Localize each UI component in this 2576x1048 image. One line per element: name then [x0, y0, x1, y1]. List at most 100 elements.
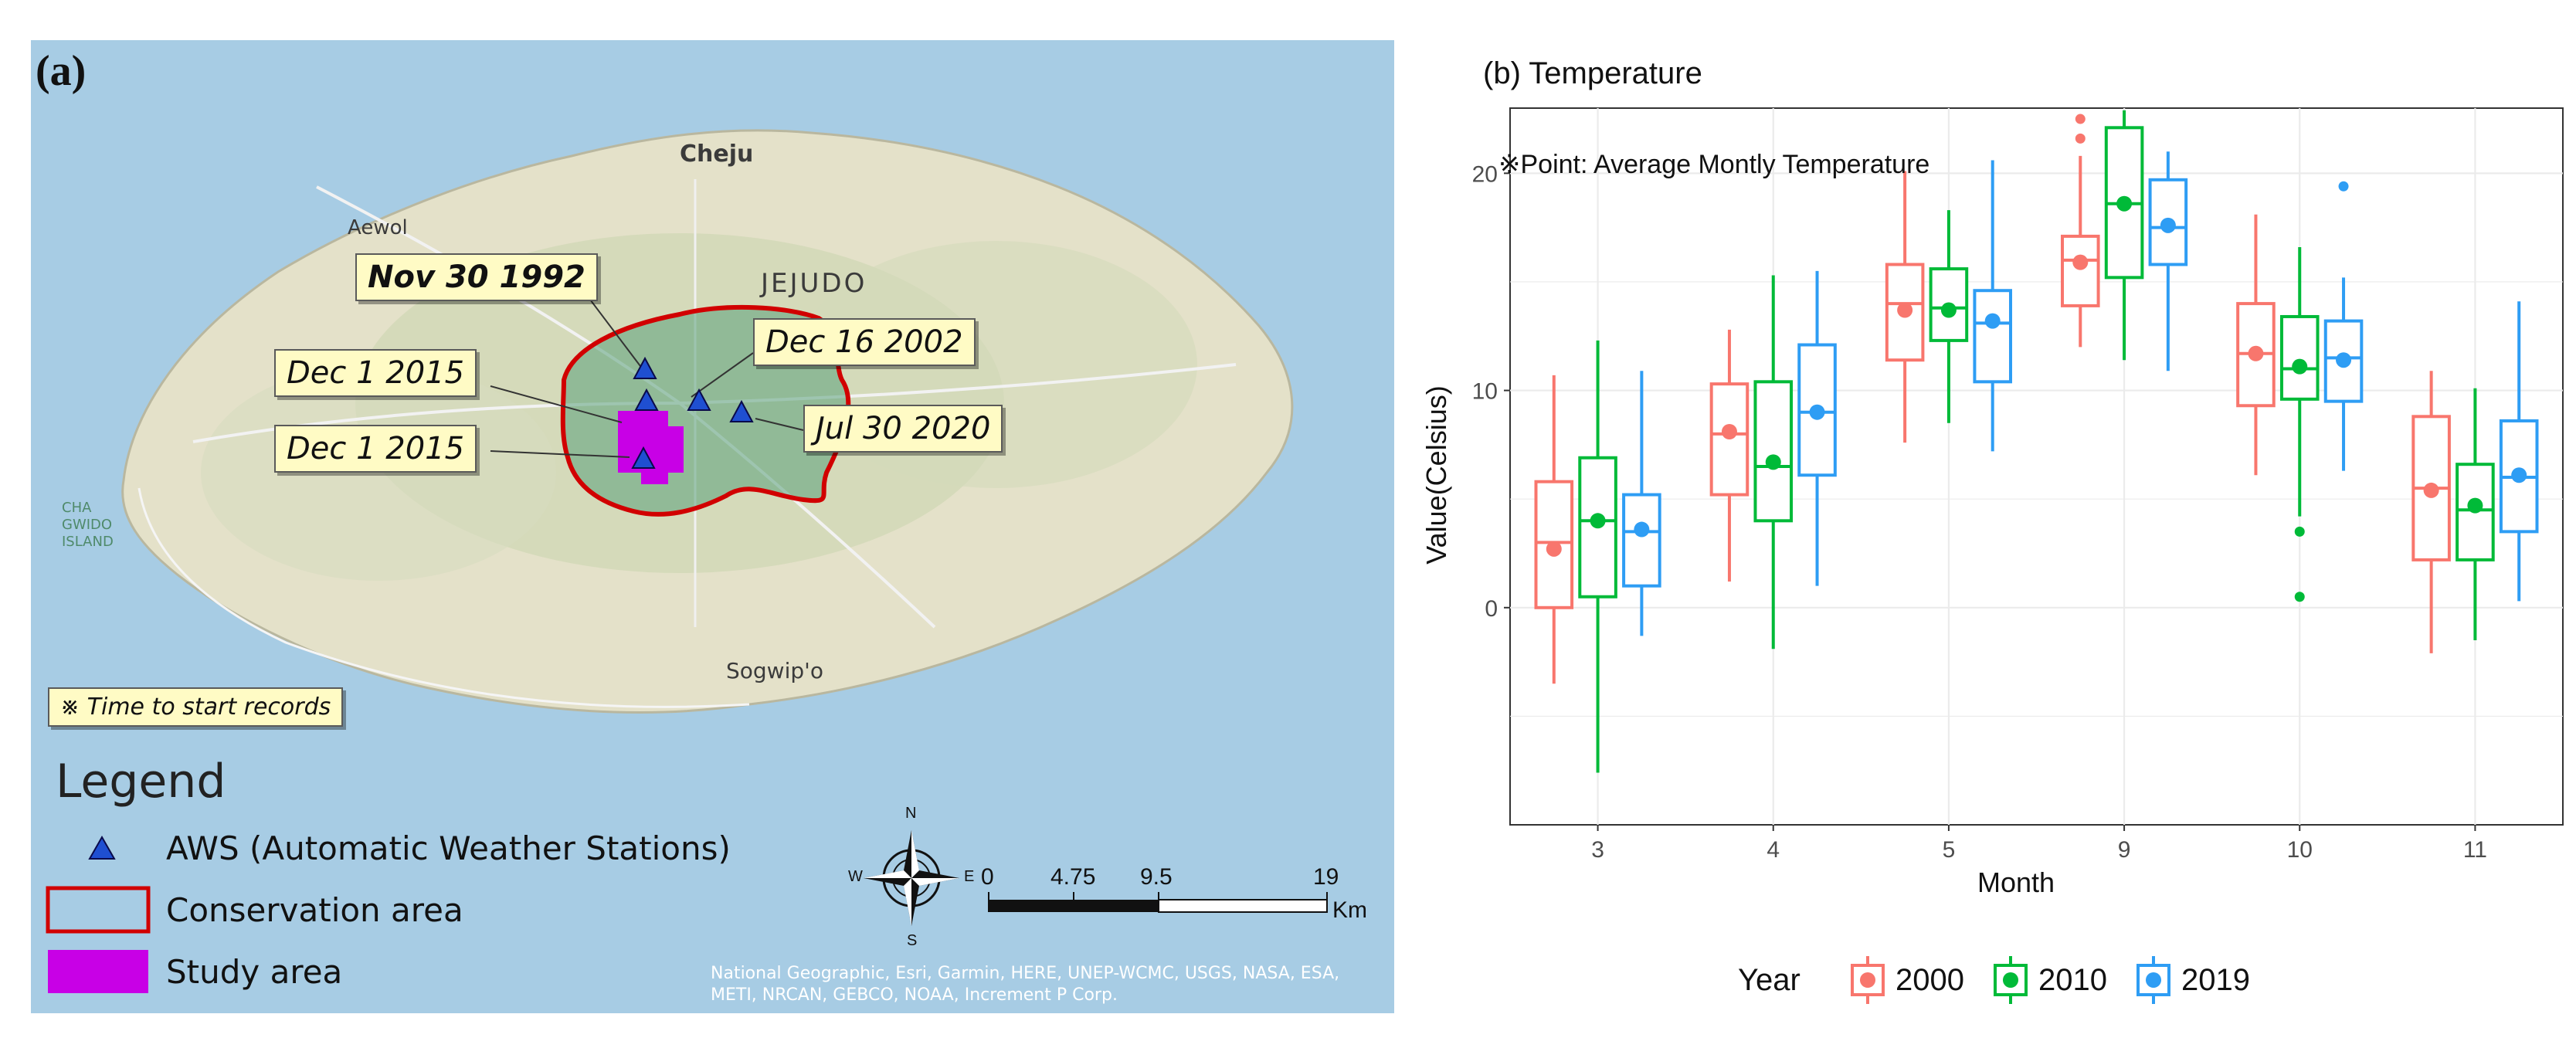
- box-outlier-point: [2075, 114, 2086, 124]
- panel-a-label: (a): [36, 47, 87, 95]
- box-mean-point: [2336, 352, 2352, 368]
- plot-panel: [1509, 107, 2564, 826]
- box-mean-point: [1940, 302, 1957, 318]
- callout-leader: [490, 450, 630, 458]
- y-tick-label: 20: [1472, 161, 1498, 187]
- box-mean-point: [1765, 454, 1781, 470]
- box-outlier-point: [2294, 526, 2305, 537]
- legend-label-aws: AWS (Automatic Weather Stations): [166, 829, 731, 867]
- scale-tick-3: 19: [1313, 864, 1339, 890]
- callout-station-4: Jul 30 2020: [803, 405, 1003, 453]
- aws-station-icon: [633, 356, 657, 379]
- chart-legend: Year 2000 2010 2019: [1738, 956, 2250, 1004]
- box-mean-point: [2511, 467, 2527, 483]
- terrain-patch: [201, 365, 556, 581]
- road: [137, 487, 750, 708]
- callout-leader: [755, 418, 804, 431]
- place-cheju: Cheju: [680, 141, 754, 168]
- records-note: ※ Time to start records: [48, 687, 344, 727]
- box-body: [1973, 289, 2012, 384]
- box-mean-point: [2467, 497, 2483, 514]
- legend-key-2000: 2000: [1851, 956, 1964, 1004]
- place-sogwipo: Sogwip'o: [726, 658, 823, 683]
- x-tick-label: 11: [2463, 837, 2487, 863]
- legend-mean-point: [2003, 972, 2018, 988]
- legend-mean-point: [1860, 972, 1875, 988]
- box-outlier-point: [2294, 592, 2305, 602]
- box-mean-point: [2072, 254, 2089, 270]
- legend-mean-point: [2146, 972, 2161, 988]
- map-panel: (a) Cheju JEJUDO Sogwip'o Aewol CHA GWID…: [31, 40, 1394, 1013]
- aws-station-icon: [631, 446, 656, 469]
- legend-key-2010: 2010: [1994, 956, 2107, 1004]
- callout-station-1: Nov 30 1992: [355, 253, 598, 301]
- callout-station-5: Dec 1 2015: [274, 425, 477, 473]
- y-axis-label: Value(Celsius): [1420, 385, 1452, 564]
- legend-label-conservation: Conservation area: [166, 891, 463, 929]
- x-tick-label: 10: [2287, 837, 2313, 863]
- chart-annotation: ※Point: Average Montly Temperature: [1498, 150, 1929, 179]
- compass-n-label: N: [905, 805, 917, 822]
- scale-tick-0: 0: [981, 864, 994, 890]
- callout-station-2: Dec 16 2002: [753, 318, 976, 366]
- legend-title: Legend: [56, 755, 226, 809]
- box-mean-point: [2116, 195, 2133, 212]
- chart-title: (b) Temperature: [1483, 56, 1702, 90]
- y-tick-label: 0: [1485, 596, 1498, 622]
- legend-conservation-swatch: [46, 886, 151, 934]
- box-mean-point: [2292, 358, 2308, 375]
- place-jejudo: JEJUDO: [761, 268, 867, 299]
- temperature-chart: (b) Temperature 0 10 20 3 4 5 9 10 11 ※Point: Av…: [1420, 56, 2564, 1004]
- x-tick-label: 3: [1591, 837, 1604, 863]
- box-body: [2279, 314, 2320, 401]
- place-aewol: Aewol: [348, 216, 408, 239]
- box-mean-point: [1984, 313, 2001, 329]
- compass-rose-icon: [864, 830, 959, 926]
- y-tick-label: 10: [1472, 379, 1498, 405]
- scale-tick-1: 4.75: [1050, 864, 1096, 890]
- compass-s-label: S: [907, 932, 918, 949]
- box-outlier-point: [2338, 181, 2349, 192]
- legend-label-study: Study area: [166, 953, 343, 991]
- box-mean-point: [2423, 482, 2439, 498]
- aws-station-icon: [729, 399, 754, 422]
- compass-e-label: E: [964, 868, 975, 885]
- legend-study-swatch: [48, 950, 148, 993]
- x-tick-label: 5: [1943, 837, 1956, 863]
- x-tick-label: 9: [2118, 837, 2131, 863]
- box-body: [1753, 380, 1794, 523]
- x-axis-label: Month: [1977, 867, 2055, 898]
- callout-station-3: Dec 1 2015: [274, 349, 477, 397]
- compass-w-label: W: [848, 868, 863, 885]
- place-island: CHA GWIDO ISLAND: [62, 500, 114, 550]
- legend-label: 2019: [2181, 963, 2250, 997]
- box-body: [1622, 493, 1661, 588]
- callout-leader: [580, 287, 646, 373]
- box-mean-point: [1721, 424, 1737, 440]
- callout-leader: [691, 352, 754, 398]
- legend-key-2019: 2019: [2136, 956, 2250, 1004]
- box-mean-point: [2248, 345, 2264, 361]
- legend-box: [1994, 964, 2028, 996]
- x-tick-label: 4: [1767, 837, 1780, 863]
- legend-label: 2010: [2038, 963, 2107, 997]
- aws-station-icon: [687, 388, 711, 411]
- map-attribution: National Geographic, Esri, Garmin, HERE,…: [711, 964, 1340, 1005]
- aws-station-icon: [634, 388, 659, 411]
- box-mean-point: [2160, 217, 2176, 233]
- plot-area: 0 10 20 3 4 5 9 10 11: [1472, 107, 2564, 863]
- box-body: [2061, 234, 2100, 307]
- box-mean-point: [1897, 302, 1913, 318]
- legend-label: 2000: [1896, 963, 1964, 997]
- scale-bar: [988, 892, 1328, 913]
- legend-title-year: Year: [1738, 963, 1800, 997]
- box-mean-point: [1590, 513, 1606, 529]
- scale-tick-2: 9.5: [1140, 864, 1173, 890]
- box-mean-point: [1546, 541, 1562, 557]
- scale-unit: Km: [1332, 897, 1367, 923]
- box-mean-point: [1809, 404, 1825, 420]
- legend-aws-icon: [88, 835, 116, 860]
- box-mean-point: [1634, 521, 1650, 538]
- callout-leader: [490, 385, 623, 423]
- map-background: [46, 129, 1328, 993]
